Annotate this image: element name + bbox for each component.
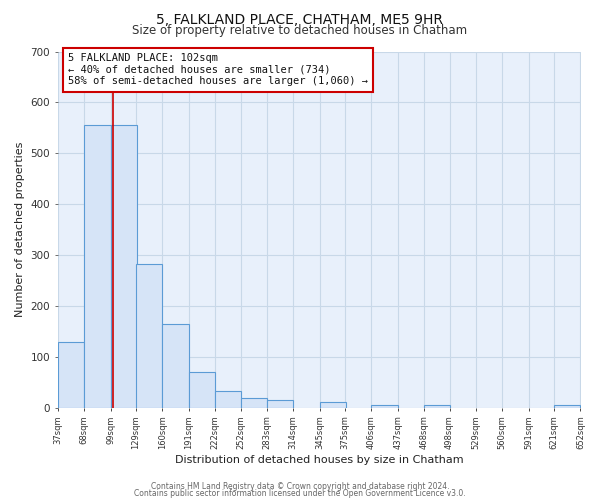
Text: Contains public sector information licensed under the Open Government Licence v3: Contains public sector information licen… bbox=[134, 489, 466, 498]
Bar bbox=[58, 342, 84, 408]
Y-axis label: Number of detached properties: Number of detached properties bbox=[15, 142, 25, 318]
Bar bbox=[371, 406, 398, 408]
Text: 5, FALKLAND PLACE, CHATHAM, ME5 9HR: 5, FALKLAND PLACE, CHATHAM, ME5 9HR bbox=[157, 12, 443, 26]
Bar bbox=[267, 400, 293, 408]
Bar bbox=[189, 372, 215, 408]
Bar bbox=[110, 126, 137, 408]
Bar bbox=[136, 264, 163, 408]
Bar bbox=[424, 406, 451, 408]
X-axis label: Distribution of detached houses by size in Chatham: Distribution of detached houses by size … bbox=[175, 455, 463, 465]
Bar bbox=[320, 402, 346, 408]
Bar bbox=[241, 398, 267, 408]
Bar bbox=[215, 391, 241, 408]
Bar bbox=[554, 406, 580, 408]
Text: Size of property relative to detached houses in Chatham: Size of property relative to detached ho… bbox=[133, 24, 467, 37]
Bar bbox=[163, 324, 189, 408]
Bar bbox=[84, 126, 110, 408]
Text: Contains HM Land Registry data © Crown copyright and database right 2024.: Contains HM Land Registry data © Crown c… bbox=[151, 482, 449, 491]
Text: 5 FALKLAND PLACE: 102sqm
← 40% of detached houses are smaller (734)
58% of semi-: 5 FALKLAND PLACE: 102sqm ← 40% of detach… bbox=[68, 54, 368, 86]
